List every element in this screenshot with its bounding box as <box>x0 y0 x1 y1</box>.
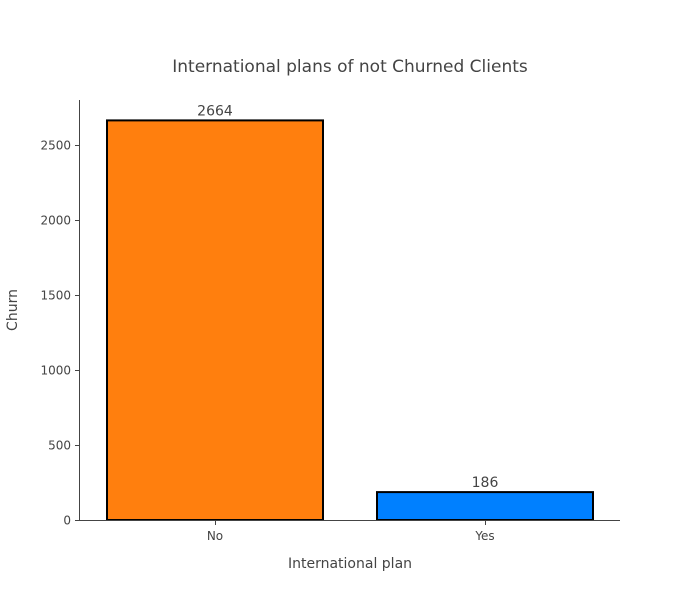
chart-title: International plans of not Churned Clien… <box>172 57 528 77</box>
x-axis-title: International plan <box>288 556 412 572</box>
bar-no <box>106 119 324 522</box>
bar-data-label: 186 <box>472 475 499 491</box>
x-axis-ticks: No Yes <box>207 520 495 543</box>
y-tick-label: 500 <box>48 439 71 453</box>
bar-data-labels: 2664 186 <box>197 103 498 491</box>
y-tick-label: 1000 <box>40 364 71 378</box>
y-tick-label: 2500 <box>40 139 71 153</box>
y-tick-label: 1500 <box>40 289 71 303</box>
y-axis-ticks: 0 500 1000 1500 2000 2500 <box>40 139 80 528</box>
x-tick-label: No <box>207 529 223 543</box>
y-axis-title: Churn <box>5 289 21 331</box>
bar-yes <box>376 491 594 522</box>
bar-data-label: 2664 <box>197 103 233 119</box>
y-tick-label: 2000 <box>40 214 71 228</box>
bars <box>106 119 594 522</box>
x-tick-label: Yes <box>474 529 494 543</box>
y-tick-label: 0 <box>63 514 71 528</box>
